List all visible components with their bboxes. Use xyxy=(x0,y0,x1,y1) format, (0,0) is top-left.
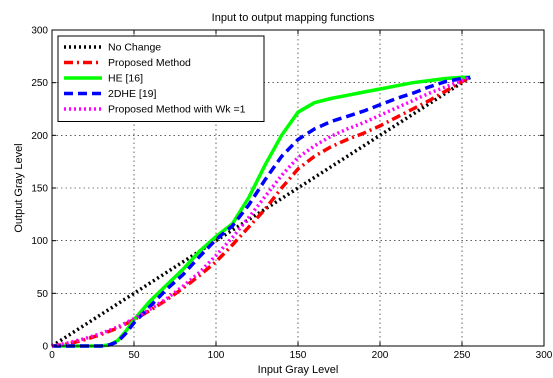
x-tick-label: 50 xyxy=(128,350,140,361)
legend-label: HE [16] xyxy=(108,73,143,85)
y-tick-label: 0 xyxy=(42,342,48,353)
x-tick-label: 150 xyxy=(290,350,307,361)
series-layer xyxy=(51,75,472,348)
chart-title: Input to output mapping functions xyxy=(212,12,375,24)
legend-label: Proposed Method xyxy=(108,57,191,69)
y-axis-label: Output Gray Level xyxy=(13,143,25,232)
axis-ticks: 0 50 100 150 200 250 300 0 50 100 150 200 250 300 xyxy=(31,26,552,362)
x-tick-label: 0 xyxy=(49,350,55,361)
y-tick-label: 50 xyxy=(37,289,49,300)
legend-label: Proposed Method with Wk =1 xyxy=(108,104,246,116)
x-tick-label: 100 xyxy=(208,350,225,361)
legend-label: No Change xyxy=(108,42,161,54)
x-tick-label: 250 xyxy=(454,350,471,361)
series-line-5 xyxy=(51,75,471,348)
y-tick-label: 200 xyxy=(31,131,48,142)
series-line-4 xyxy=(52,75,471,348)
y-tick-label: 300 xyxy=(31,26,48,37)
y-tick-label: 150 xyxy=(31,184,48,195)
x-tick-label: 300 xyxy=(536,350,553,361)
x-axis-label: Input Gray Level xyxy=(258,364,339,376)
x-tick-label: 200 xyxy=(372,350,389,361)
grid-lines xyxy=(52,30,544,346)
legend-label: 2DHE [19] xyxy=(108,88,157,100)
y-tick-label: 100 xyxy=(31,236,48,247)
legend: No Change Proposed Method HE [16] 2DHE [19]… xyxy=(57,35,265,122)
y-tick-label: 250 xyxy=(31,78,48,89)
